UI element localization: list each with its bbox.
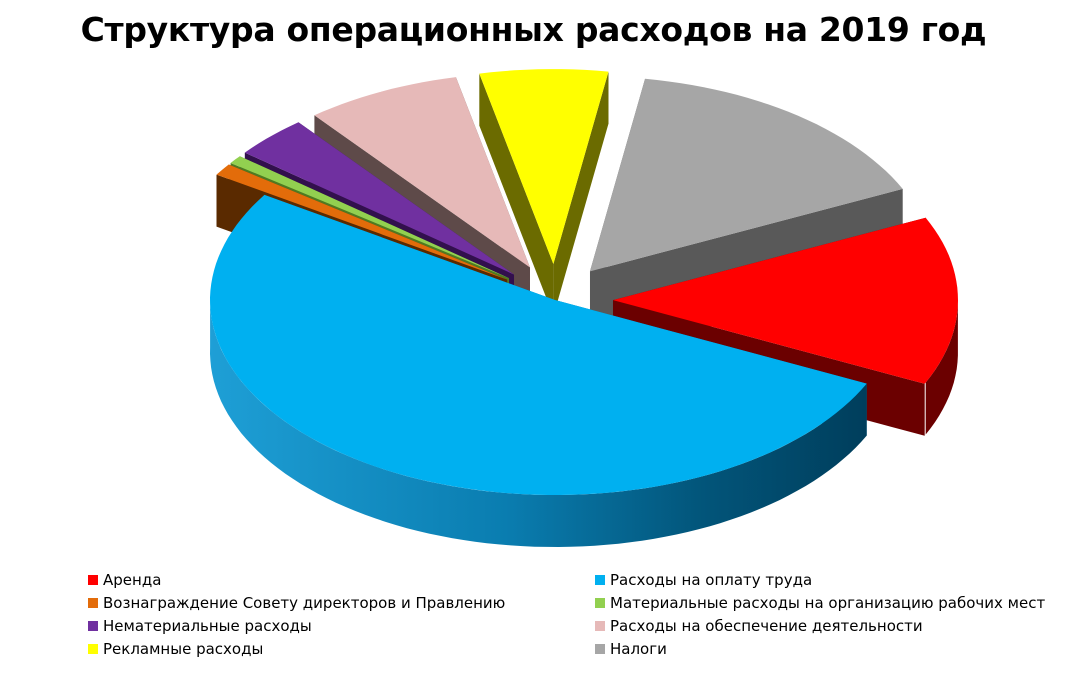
legend-swatch xyxy=(88,575,98,585)
legend-swatch xyxy=(595,644,605,654)
slice-1-rim xyxy=(925,296,958,435)
slice-5-top xyxy=(244,122,515,275)
slice-2 xyxy=(210,194,867,547)
slice-7-wall-1 xyxy=(479,73,554,317)
legend-label: Налоги xyxy=(610,640,667,658)
slice-1-top xyxy=(612,217,958,384)
legend-label: Рекламные расходы xyxy=(103,640,264,658)
legend-label: Расходы на оплату труда xyxy=(610,571,813,589)
legend-swatch xyxy=(88,598,98,608)
legend-label: Аренда xyxy=(103,571,162,589)
slice-2-rim xyxy=(210,295,867,547)
legend-swatch xyxy=(595,621,605,631)
slice-6-top xyxy=(314,77,530,268)
legend-item: Расходы на оплату труда xyxy=(595,571,812,589)
legend-item: Рекламные расходы xyxy=(88,640,263,658)
legend-label: Вознаграждение Совету директоров и Правл… xyxy=(103,594,506,612)
slice-4-top xyxy=(230,156,509,279)
legend-swatch xyxy=(595,598,605,608)
slice-2-top xyxy=(210,194,867,495)
legend-swatch xyxy=(88,644,98,654)
legend-item: Вознаграждение Совету директоров и Правл… xyxy=(88,594,505,612)
legend-item: Материальные расходы на организацию рабо… xyxy=(595,594,1045,612)
legend-swatch xyxy=(595,575,605,585)
chart-title: Структура операционных расходов на 2019 … xyxy=(80,10,987,49)
legend-item: Нематериальные расходы xyxy=(88,617,312,635)
slice-7 xyxy=(479,69,609,317)
slice-3-top xyxy=(216,164,508,280)
legend-item: Аренда xyxy=(88,571,161,589)
legend-label: Нематериальные расходы xyxy=(103,617,312,635)
legend-label: Расходы на обеспечение деятельности xyxy=(610,617,923,635)
legend-label: Материальные расходы на организацию рабо… xyxy=(610,594,1046,612)
legend-item: Налоги xyxy=(595,640,667,658)
slice-7-top xyxy=(479,69,609,265)
slice-8-top xyxy=(589,78,903,272)
legend-swatch xyxy=(88,621,98,631)
slice-7-wall-2 xyxy=(553,71,609,317)
legend-item: Расходы на обеспечение деятельности xyxy=(595,617,923,635)
